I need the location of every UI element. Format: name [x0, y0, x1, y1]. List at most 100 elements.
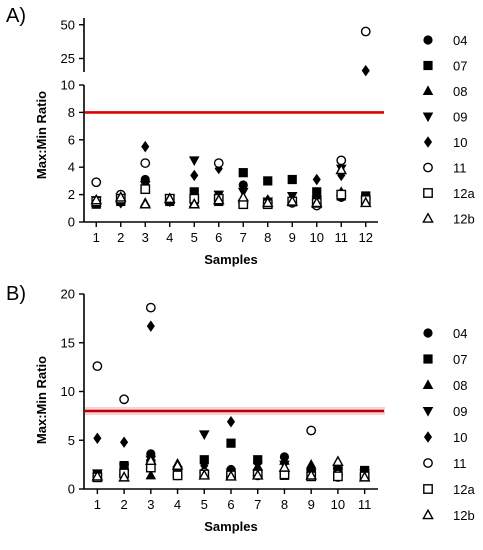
data-point-10: [191, 170, 198, 180]
chart-panel-b: B) 0 5 10 15 20 1 2 3 4 5 6 7 8 9 10 11 Max:Min Ratio Samp…: [6, 283, 475, 534]
x-tick-label: 8: [264, 230, 271, 245]
legend-label: 12a: [453, 186, 475, 201]
x-tick-label: 11: [335, 230, 349, 245]
data-point-11: [337, 156, 345, 164]
y-tick-label: 10: [61, 384, 75, 399]
x-tick-label: 5: [201, 497, 208, 512]
legend-label: 10: [453, 135, 467, 150]
legend-marker-07: [424, 355, 432, 363]
data-point-11: [93, 362, 101, 370]
x-tick-label: 9: [308, 497, 315, 512]
data-point-10: [313, 174, 320, 184]
legend-marker-12b: [423, 510, 432, 518]
y-tick-label: 0: [68, 482, 75, 497]
data-point-09: [200, 431, 209, 439]
data-point-12b: [333, 457, 342, 465]
legend-marker-08: [423, 380, 432, 388]
legend-label: 08: [453, 84, 467, 99]
data-point-10: [362, 66, 369, 76]
data-point-10: [142, 142, 149, 152]
legend-marker-04: [424, 329, 432, 337]
data-point-12a: [337, 190, 345, 198]
legend-marker-11: [424, 163, 432, 171]
data-point-07: [227, 439, 235, 447]
legend-marker-04: [424, 36, 432, 44]
legend-marker-08: [423, 86, 432, 94]
legend-label: 12b: [453, 212, 475, 227]
x-tick-label: 1: [94, 497, 101, 512]
data-point-12a: [173, 471, 181, 479]
legend-label: 12b: [453, 508, 475, 523]
data-point-10: [227, 417, 234, 427]
legend-label: 11: [453, 456, 467, 471]
legend-label: 10: [453, 430, 467, 445]
x-tick-label: 5: [191, 230, 198, 245]
y-tick-label: 2: [68, 187, 75, 202]
data-point-11: [120, 395, 128, 403]
data-point-11: [92, 178, 100, 186]
x-tick-label: 6: [227, 497, 234, 512]
y-tick-label: 4: [68, 160, 75, 175]
y-tick-label: 6: [68, 132, 75, 147]
y-tick-label: 0: [68, 215, 75, 230]
legend-label: 04: [453, 326, 467, 341]
legend-marker-07: [424, 61, 432, 69]
y-tick-label: 50: [61, 17, 75, 32]
y-tick-label: 10: [61, 78, 75, 93]
x-tick-label: 7: [240, 230, 247, 245]
data-point-12a: [141, 185, 149, 193]
data-point-07: [313, 188, 321, 196]
legend-label: 12a: [453, 482, 475, 497]
y-axis-title: Max:Min Ratio: [34, 356, 49, 444]
x-tick-label: 9: [289, 230, 296, 245]
x-tick-label: 11: [358, 497, 372, 512]
x-tick-label: 4: [166, 230, 173, 245]
legend-marker-09: [423, 407, 432, 415]
y-axis-title: Max:Min Ratio: [34, 91, 49, 179]
x-tick-label: 3: [147, 497, 154, 512]
x-tick-label: 1: [93, 230, 100, 245]
data-point-11: [141, 159, 149, 167]
legend-label: 08: [453, 378, 467, 393]
y-tick-label: 20: [61, 287, 75, 302]
data-point-07: [288, 175, 296, 183]
data-point-09: [190, 157, 199, 165]
x-tick-label: 8: [281, 497, 288, 512]
legend-marker-09: [423, 113, 432, 121]
data-point-07: [264, 177, 272, 185]
legend-label: 11: [453, 161, 467, 176]
x-tick-label: 10: [310, 230, 324, 245]
data-point-12a: [334, 472, 342, 480]
data-point-11: [215, 159, 223, 167]
x-tick-label: 12: [359, 230, 373, 245]
legend-label: 07: [453, 59, 467, 74]
data-point-11: [307, 426, 315, 434]
legend-label: 04: [453, 33, 467, 48]
y-tick-label: 25: [61, 51, 75, 66]
data-point-10: [94, 433, 101, 443]
legend-marker-11: [424, 459, 432, 467]
panel-label: A): [6, 5, 26, 27]
y-tick-label: 5: [68, 433, 75, 448]
x-tick-label: 10: [331, 497, 345, 512]
legend-marker-10: [424, 137, 431, 147]
data-point-11: [147, 303, 155, 311]
y-tick-label: 15: [61, 335, 75, 350]
x-axis-title: Samples: [204, 519, 257, 534]
x-tick-label: 2: [120, 497, 127, 512]
x-axis-title: Samples: [204, 252, 257, 267]
x-tick-label: 3: [142, 230, 149, 245]
legend-marker-12a: [424, 485, 432, 493]
x-tick-label: 7: [254, 497, 261, 512]
data-point-10: [121, 437, 128, 447]
y-tick-label: 8: [68, 105, 75, 120]
data-point-11: [362, 27, 370, 35]
x-tick-label: 6: [215, 230, 222, 245]
data-point-10: [147, 321, 154, 331]
x-tick-label: 4: [174, 497, 181, 512]
legend-label: 09: [453, 110, 467, 125]
legend-marker-12a: [424, 189, 432, 197]
legend-marker-12b: [423, 214, 432, 222]
data-point-12b: [239, 193, 248, 201]
